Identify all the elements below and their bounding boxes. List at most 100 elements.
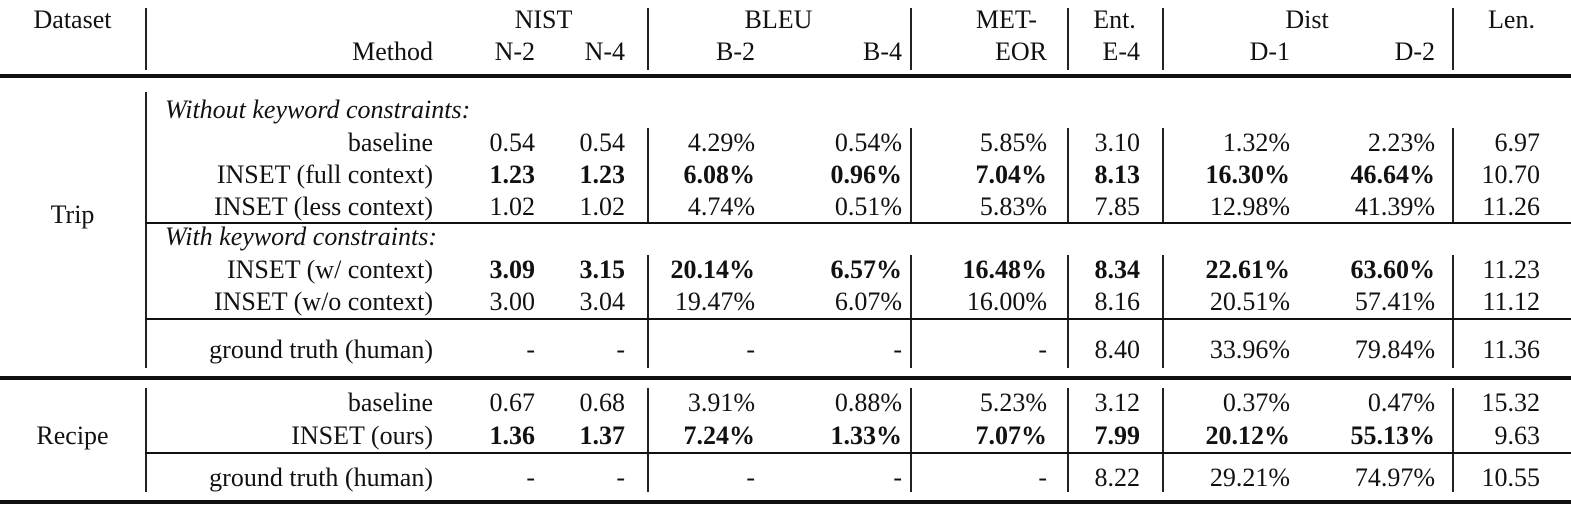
table-cell: 63.60% xyxy=(1350,255,1436,284)
table-cell: 8.13 xyxy=(1094,160,1141,189)
table-cell: 2.23% xyxy=(1367,128,1435,157)
column-divider xyxy=(1067,320,1069,368)
column-divider xyxy=(1162,128,1164,222)
subsection-title: With keyword constraints: xyxy=(165,222,438,251)
top-rule xyxy=(0,74,1571,78)
section-rule xyxy=(145,452,1571,454)
header-dataset: Dataset xyxy=(33,5,112,34)
table-cell: 3.09 xyxy=(489,255,536,284)
table-cell: - xyxy=(1038,463,1047,492)
bottom-rule xyxy=(0,500,1571,504)
table-cell: 9.63 xyxy=(1494,421,1541,450)
column-divider xyxy=(145,92,147,368)
method-name: baseline xyxy=(347,388,433,417)
table-cell: 7.99 xyxy=(1094,421,1141,450)
dataset-label: Trip xyxy=(50,200,95,229)
column-divider xyxy=(1067,255,1069,318)
column-divider xyxy=(647,388,649,452)
table-cell: 3.15 xyxy=(579,255,626,284)
column-divider xyxy=(647,8,649,70)
header-subcol: D-2 xyxy=(1394,37,1435,66)
table-cell: 74.97% xyxy=(1354,463,1435,492)
table-cell: 19.47% xyxy=(674,287,755,316)
table-cell: 0.54 xyxy=(489,128,536,157)
section-rule xyxy=(145,222,1571,224)
column-divider xyxy=(910,255,912,318)
column-divider xyxy=(910,388,912,452)
column-divider xyxy=(145,8,147,70)
table-cell: 7.24% xyxy=(683,421,756,450)
table-cell: 1.36 xyxy=(489,421,536,450)
table-cell: 20.12% xyxy=(1205,421,1291,450)
table-cell: 8.16 xyxy=(1094,287,1141,316)
column-divider xyxy=(1162,454,1164,492)
column-divider xyxy=(647,320,649,368)
table-cell: 1.23 xyxy=(489,160,536,189)
table-cell: 3.91% xyxy=(687,388,755,417)
table-cell: 3.00 xyxy=(489,287,536,316)
table-cell: 1.32% xyxy=(1222,128,1290,157)
table-cell: 7.07% xyxy=(975,421,1048,450)
column-divider xyxy=(1452,255,1454,318)
table-cell: 0.96% xyxy=(830,160,903,189)
table-cell: 11.36 xyxy=(1482,335,1540,364)
column-divider xyxy=(647,255,649,318)
table-cell: 6.07% xyxy=(834,287,902,316)
column-divider xyxy=(1162,255,1164,318)
table-cell: - xyxy=(616,335,625,364)
table-cell: 0.68 xyxy=(579,388,626,417)
table-cell: 1.02 xyxy=(489,192,536,221)
method-name: INSET (w/ context) xyxy=(226,255,433,284)
table-cell: 6.57% xyxy=(830,255,903,284)
column-divider xyxy=(1452,8,1454,70)
table-cell: 0.37% xyxy=(1222,388,1290,417)
method-name: INSET (less context) xyxy=(213,192,433,221)
table-cell: 8.40 xyxy=(1094,335,1141,364)
column-divider xyxy=(1067,388,1069,452)
table-cell: 0.54 xyxy=(579,128,626,157)
table-cell: 5.83% xyxy=(979,192,1047,221)
header-subcol: D-1 xyxy=(1249,37,1290,66)
table-cell: 6.97 xyxy=(1494,128,1541,157)
table-cell: - xyxy=(893,463,902,492)
column-divider xyxy=(1067,454,1069,492)
table-cell: 1.37 xyxy=(579,421,626,450)
table-cell: - xyxy=(893,335,902,364)
header-group: Len. xyxy=(1488,5,1535,34)
table-cell: 1.02 xyxy=(579,192,626,221)
table-cell: 20.51% xyxy=(1209,287,1290,316)
table-cell: 8.22 xyxy=(1094,463,1141,492)
table-cell: - xyxy=(616,463,625,492)
table-cell: 0.67 xyxy=(489,388,536,417)
table-cell: 33.96% xyxy=(1209,335,1290,364)
table-cell: 12.98% xyxy=(1209,192,1290,221)
header-subcol: N-4 xyxy=(584,37,625,66)
table-cell: 46.64% xyxy=(1350,160,1436,189)
table-cell: 0.88% xyxy=(834,388,902,417)
table-cell: - xyxy=(1038,335,1047,364)
table-cell: - xyxy=(746,335,755,364)
table-cell: 20.14% xyxy=(670,255,756,284)
table-cell: - xyxy=(526,463,535,492)
table-cell: 79.84% xyxy=(1354,335,1435,364)
table-cell: 1.23 xyxy=(579,160,626,189)
subsection-title: Without keyword constraints: xyxy=(165,95,471,124)
table-cell: 0.47% xyxy=(1367,388,1435,417)
table-cell: 7.85 xyxy=(1094,192,1141,221)
table-cell: 16.48% xyxy=(962,255,1048,284)
column-divider xyxy=(1452,388,1454,452)
header-method: Method xyxy=(352,37,433,66)
column-divider xyxy=(1162,8,1164,70)
table-cell: 57.41% xyxy=(1354,287,1435,316)
table-cell: 3.12 xyxy=(1094,388,1141,417)
table-cell: 55.13% xyxy=(1350,421,1436,450)
table-cell: 7.04% xyxy=(975,160,1048,189)
table-cell: 0.51% xyxy=(834,192,902,221)
column-divider xyxy=(647,454,649,492)
column-divider xyxy=(1162,388,1164,452)
table-cell: 16.30% xyxy=(1205,160,1291,189)
column-divider xyxy=(647,128,649,222)
header-group: NIST xyxy=(514,5,573,34)
table-cell: 41.39% xyxy=(1354,192,1435,221)
